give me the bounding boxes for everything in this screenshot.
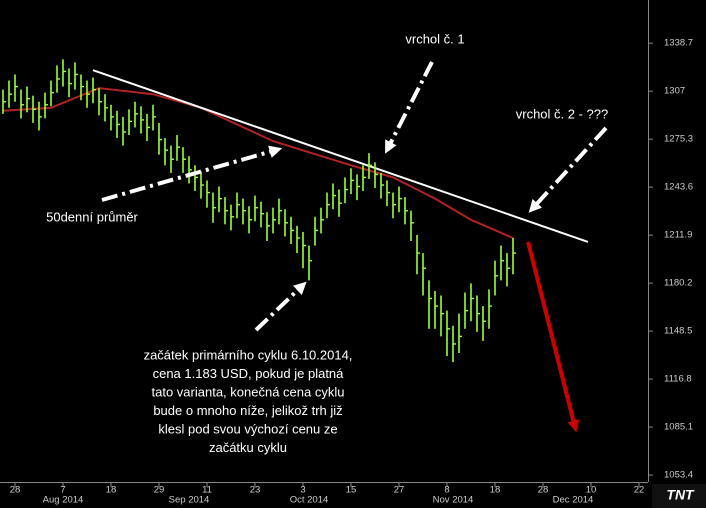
x-tick-label: 11 [202, 485, 212, 496]
pointer-arrow [528, 126, 608, 213]
x-tick-label: 8 [444, 485, 449, 496]
x-tick-label: 10 [586, 485, 597, 496]
annotation-line: klesl pod svou výchozí cenu ze [158, 421, 337, 436]
y-tick-label: 1243.6 [664, 182, 693, 193]
pointer-arrow [254, 281, 307, 332]
x-tick-label: 27 [394, 485, 405, 496]
logo: TNT [666, 487, 695, 503]
y-tick-label: 1275.3 [664, 134, 693, 145]
x-tick-label: 23 [250, 485, 261, 496]
annotation-line: začátku cyklu [209, 440, 287, 455]
x-tick-label: 22 [634, 485, 645, 496]
y-tick-label: 1180.2 [664, 278, 692, 289]
moving-average [2, 87, 514, 239]
y-tick-label: 1307 [664, 86, 685, 97]
month-label: Oct 2014 [290, 495, 329, 506]
month-label: Nov 2014 [433, 495, 474, 506]
x-tick-label: 28 [10, 485, 21, 496]
y-tick-label: 1085.1 [664, 422, 693, 433]
y-tick-label: 1211.9 [664, 230, 692, 241]
annotation: vrchol č. 2 - ??? [516, 106, 609, 121]
annotation-line: bude o mnoho níže, jelikož trh již [153, 403, 342, 418]
x-tick-label: 15 [346, 485, 357, 496]
y-tick-label: 1338.7 [664, 38, 693, 49]
month-label: Aug 2014 [43, 495, 84, 506]
pointer-arrow [101, 145, 283, 202]
x-tick-label: 18 [106, 485, 117, 496]
month-label: Sep 2014 [169, 495, 210, 506]
forecast-arrow [526, 241, 580, 433]
x-tick-label: 3 [300, 485, 305, 496]
annotation-line: tato varianta, konečná cena cyklu [152, 384, 345, 399]
x-tick-label: 7 [60, 485, 65, 496]
x-tick-label: 29 [154, 485, 165, 496]
x-tick-label: 28 [538, 485, 549, 496]
pointer-arrow [385, 61, 434, 154]
trend-line [92, 69, 589, 243]
annotation-line: cena 1.183 USD, pokud je platná [153, 366, 345, 381]
annotation-line: začátek primárního cyklu 6.10.2014, [144, 347, 353, 362]
annotation: vrchol č. 1 [405, 31, 464, 46]
y-tick-label: 1148.5 [664, 326, 692, 337]
y-tick-label: 1116.8 [664, 374, 692, 385]
x-tick-label: 18 [490, 485, 501, 496]
annotation: 50denní průměr [46, 209, 138, 224]
plot [2, 59, 589, 433]
y-tick-label: 1053.4 [664, 470, 693, 481]
month-label: Dec 2014 [553, 495, 594, 506]
logo-box [652, 484, 706, 508]
